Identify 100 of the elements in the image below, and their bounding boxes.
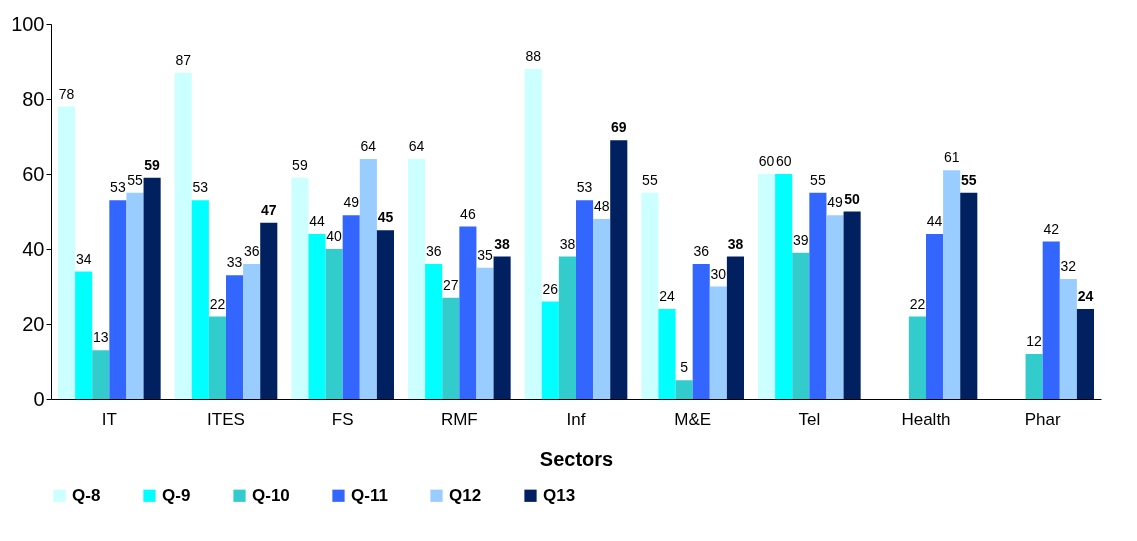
data-label: 45 <box>377 209 394 226</box>
data-label: 40 <box>326 228 343 244</box>
bar <box>926 234 944 399</box>
data-label: 53 <box>110 179 126 196</box>
data-label: 22 <box>909 295 926 312</box>
data-label: 44 <box>926 213 943 229</box>
bar <box>658 309 676 399</box>
data-label: 61 <box>943 149 960 166</box>
data-label: 36 <box>693 243 710 259</box>
bar <box>641 192 659 399</box>
bar <box>308 234 326 399</box>
bar <box>75 271 93 399</box>
bar <box>342 215 360 399</box>
x-tick-label: IT <box>101 409 117 429</box>
data-label: 30 <box>710 265 727 282</box>
bar <box>143 177 161 399</box>
data-label: 55 <box>960 171 977 188</box>
bar <box>208 316 226 399</box>
data-label: 38 <box>559 235 576 252</box>
data-label: 26 <box>542 280 559 297</box>
data-label: 38 <box>494 235 511 252</box>
bar <box>92 350 110 399</box>
bar <box>960 192 978 399</box>
data-label: 49 <box>343 194 360 211</box>
bar <box>126 192 144 399</box>
data-label: 69 <box>610 119 627 136</box>
bar <box>425 264 443 399</box>
y-tick-label: 20 <box>22 312 45 335</box>
bar <box>908 316 926 399</box>
legend-label: Q-8 <box>72 485 101 505</box>
legend-label: Q-9 <box>162 485 191 505</box>
data-label: 32 <box>1060 258 1077 274</box>
bar <box>593 219 611 399</box>
bar <box>524 69 542 399</box>
data-label: 36 <box>243 243 260 259</box>
data-label: 59 <box>292 156 308 173</box>
data-label: 55 <box>810 171 826 188</box>
data-label: 27 <box>442 276 459 293</box>
bar <box>226 275 244 399</box>
data-label: 53 <box>192 179 209 196</box>
data-label: 64 <box>360 138 377 154</box>
bar <box>692 264 710 399</box>
bar <box>493 256 511 399</box>
bar <box>408 159 426 399</box>
bar <box>1025 354 1043 399</box>
bar <box>243 264 261 399</box>
data-label: 55 <box>127 171 143 188</box>
data-label: 50 <box>844 190 861 207</box>
y-tick-label: 40 <box>22 237 45 260</box>
data-label: 64 <box>408 138 425 154</box>
legend-label: Q13 <box>543 485 576 505</box>
data-label: 48 <box>593 198 610 214</box>
data-label: 88 <box>525 48 542 64</box>
bar <box>758 174 776 399</box>
bar <box>558 256 576 399</box>
data-label: 24 <box>1077 288 1094 304</box>
bar <box>325 249 343 399</box>
data-label: 49 <box>827 194 843 211</box>
data-label: 60 <box>758 153 775 169</box>
legend-label: Q12 <box>449 485 482 505</box>
y-tick-label: 0 <box>33 387 45 410</box>
x-tick-label: M&E <box>674 409 712 429</box>
data-label: 87 <box>175 51 192 68</box>
data-label: 35 <box>477 246 493 263</box>
bar <box>1042 241 1060 399</box>
data-label: 55 <box>642 171 658 188</box>
bar <box>260 222 278 399</box>
bar <box>675 380 693 399</box>
x-tick-label: RMF <box>440 409 478 429</box>
x-tick-label: Tel <box>798 409 821 429</box>
bar <box>726 256 744 399</box>
x-tick-label: Inf <box>566 409 586 429</box>
data-label: 59 <box>144 156 161 173</box>
data-label: 53 <box>576 179 593 196</box>
bar <box>576 200 594 399</box>
data-label: 33 <box>226 254 243 271</box>
y-tick-label: 100 <box>11 12 45 35</box>
bar <box>359 159 377 399</box>
bar <box>476 267 494 399</box>
legend-label: Q-10 <box>252 485 290 505</box>
data-label: 24 <box>659 288 675 304</box>
data-label: 22 <box>209 295 226 312</box>
x-tick-label: FS <box>331 409 354 429</box>
x-tick-label: ITES <box>207 409 245 429</box>
data-label: 36 <box>425 243 442 259</box>
y-tick-label: 80 <box>22 87 45 110</box>
bar <box>1059 279 1077 399</box>
data-label: 47 <box>260 201 277 218</box>
data-label: 44 <box>309 213 325 229</box>
x-axis-title: Sectors <box>539 447 614 470</box>
bar <box>376 230 394 399</box>
bar <box>459 226 477 399</box>
bar <box>1076 309 1094 399</box>
bar <box>109 200 127 399</box>
bar <box>809 192 827 399</box>
legend-label: Q-11 <box>351 485 388 505</box>
bar <box>174 72 192 399</box>
bar <box>792 252 810 399</box>
data-label: 13 <box>92 329 109 346</box>
bar <box>291 177 309 399</box>
